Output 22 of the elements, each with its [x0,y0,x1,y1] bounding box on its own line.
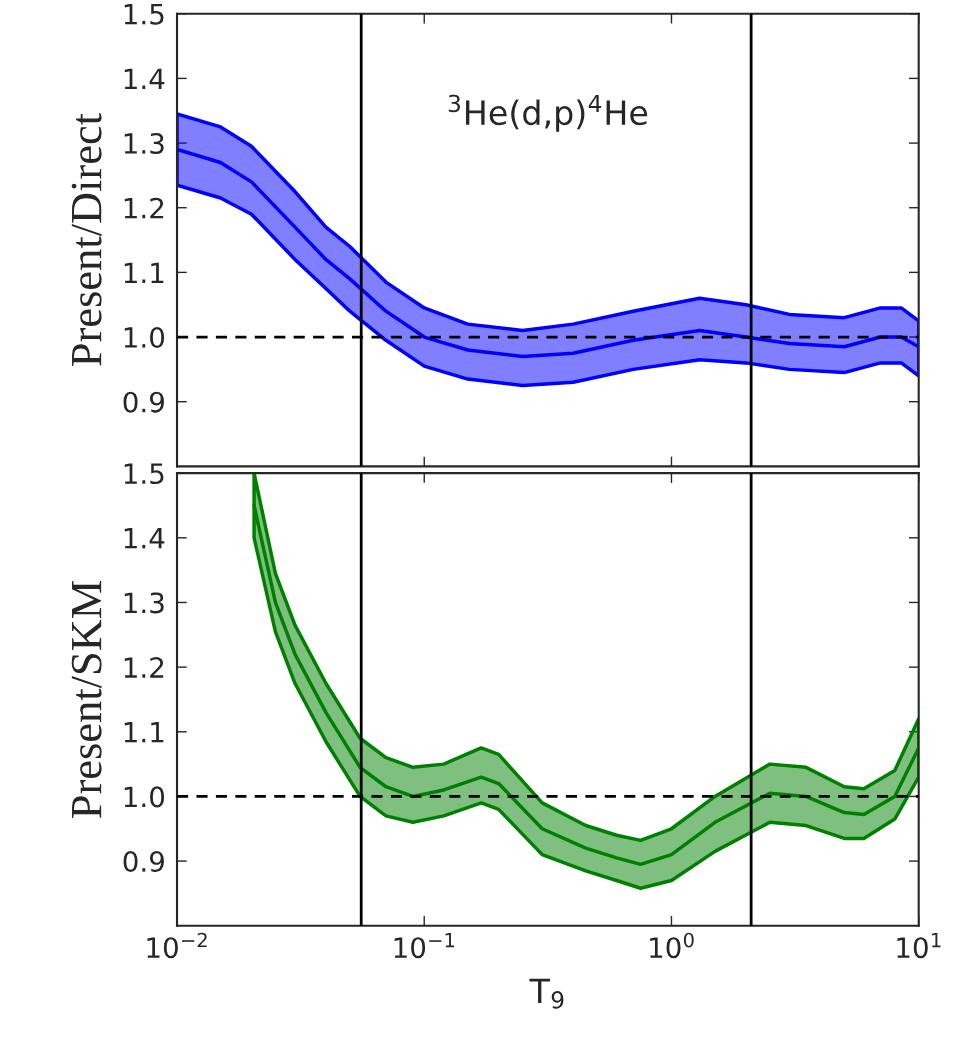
x-axis-title: T$_{9}$ [529,978,564,1009]
x-tick-label: 10$^{−1}$ [394,932,455,959]
annotation: $^{3}$He(d,p)$^{4}$He [448,94,648,132]
y-tick-label: 1.3 [124,592,164,614]
y-tick-label: 0.9 [123,851,164,873]
y-axis-title: Present/Direct [71,113,102,366]
y-tick-label: 1.2 [124,197,164,219]
y-tick-label: 1.2 [124,657,164,678]
x-tick-label: 10$^{0}$ [650,932,694,959]
y-tick-label: 1.4 [124,68,165,89]
x-tick-label: 10$^{−2}$ [147,932,207,959]
y-tick-label: 1.5 [124,4,164,25]
y-tick-label: 1.5 [124,463,164,485]
y-tick-label: 0.9 [123,391,164,413]
x-tick-label: 10$^{1}$ [897,932,941,959]
y-tick-label: 1.4 [124,528,165,549]
y-tick-label: 1.0 [124,786,165,808]
y-axis-title: Present/SKM [71,580,102,818]
y-tick-label: 1.0 [124,326,165,348]
y-tick-label: 1.1 [124,722,164,743]
y-tick-label: 1.3 [124,133,164,155]
y-tick-label: 1.1 [124,262,164,283]
